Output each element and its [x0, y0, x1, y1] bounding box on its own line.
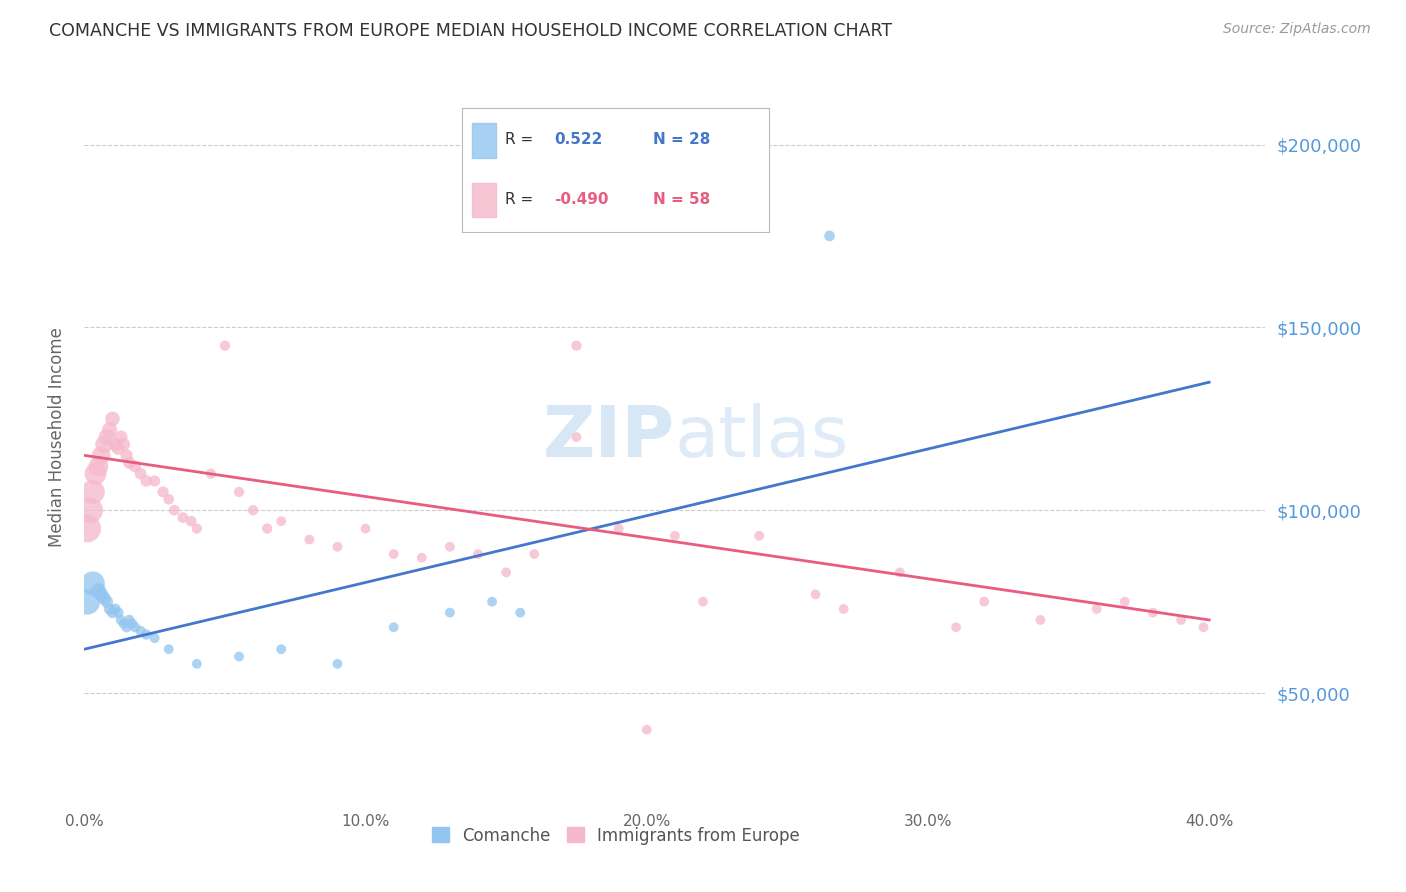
Point — [101, 606, 124, 620]
Point — [818, 228, 841, 243]
Point — [104, 602, 127, 616]
Point — [832, 602, 855, 616]
Point — [87, 459, 110, 474]
Point — [439, 540, 461, 554]
Y-axis label: Median Household Income: Median Household Income — [48, 327, 66, 547]
Point — [439, 606, 461, 620]
Point — [115, 448, 138, 462]
Legend: Comanche, Immigrants from Europe: Comanche, Immigrants from Europe — [423, 818, 808, 853]
Point — [90, 587, 112, 601]
Point — [163, 503, 186, 517]
Point — [607, 521, 630, 535]
Text: Source: ZipAtlas.com: Source: ZipAtlas.com — [1223, 22, 1371, 37]
Point — [481, 594, 503, 608]
Point — [692, 594, 714, 608]
Point — [326, 540, 349, 554]
Point — [79, 503, 101, 517]
Point — [93, 591, 115, 605]
Point — [411, 550, 433, 565]
Point — [82, 484, 104, 499]
Point — [242, 503, 264, 517]
Point — [186, 521, 208, 535]
Point — [228, 484, 250, 499]
Point — [172, 510, 194, 524]
Point — [748, 529, 770, 543]
Text: atlas: atlas — [675, 402, 849, 472]
Point — [945, 620, 967, 634]
Point — [228, 649, 250, 664]
Point — [157, 492, 180, 507]
Point — [124, 620, 146, 634]
Point — [96, 594, 118, 608]
Text: COMANCHE VS IMMIGRANTS FROM EUROPE MEDIAN HOUSEHOLD INCOME CORRELATION CHART: COMANCHE VS IMMIGRANTS FROM EUROPE MEDIA… — [49, 22, 893, 40]
Point — [889, 566, 911, 580]
Point — [298, 533, 321, 547]
Point — [523, 547, 546, 561]
Point — [143, 632, 166, 646]
Point — [93, 437, 115, 451]
Point — [152, 484, 174, 499]
Point — [565, 430, 588, 444]
Point — [186, 657, 208, 671]
Point — [124, 459, 146, 474]
Point — [214, 338, 236, 352]
Point — [107, 441, 129, 455]
Point — [509, 606, 531, 620]
Point — [1170, 613, 1192, 627]
Point — [973, 594, 995, 608]
Point — [143, 474, 166, 488]
Point — [270, 514, 292, 528]
Point — [112, 437, 135, 451]
Point — [467, 547, 489, 561]
Point — [135, 474, 157, 488]
Point — [1114, 594, 1136, 608]
Point — [107, 606, 129, 620]
Point — [636, 723, 658, 737]
Point — [256, 521, 278, 535]
Point — [129, 467, 152, 481]
Point — [382, 620, 405, 634]
Point — [82, 576, 104, 591]
Point — [1142, 606, 1164, 620]
Point — [565, 338, 588, 352]
Point — [664, 529, 686, 543]
Text: ZIP: ZIP — [543, 402, 675, 472]
Point — [200, 467, 222, 481]
Point — [1029, 613, 1052, 627]
Point — [110, 430, 132, 444]
Point — [112, 616, 135, 631]
Point — [1085, 602, 1108, 616]
Point — [326, 657, 349, 671]
Point — [118, 613, 141, 627]
Point — [135, 627, 157, 641]
Point — [101, 411, 124, 425]
Point — [110, 613, 132, 627]
Point — [104, 437, 127, 451]
Point — [157, 642, 180, 657]
Point — [98, 602, 121, 616]
Point — [180, 514, 202, 528]
Point — [121, 616, 143, 631]
Point — [270, 642, 292, 657]
Point — [382, 547, 405, 561]
Point — [129, 624, 152, 638]
Point — [115, 620, 138, 634]
Point — [118, 456, 141, 470]
Point — [84, 467, 107, 481]
Point — [1192, 620, 1215, 634]
Point — [87, 583, 110, 598]
Point — [76, 594, 98, 608]
Point — [90, 448, 112, 462]
Point — [354, 521, 377, 535]
Point — [804, 587, 827, 601]
Point — [495, 566, 517, 580]
Point — [76, 521, 98, 535]
Point — [96, 430, 118, 444]
Point — [98, 423, 121, 437]
